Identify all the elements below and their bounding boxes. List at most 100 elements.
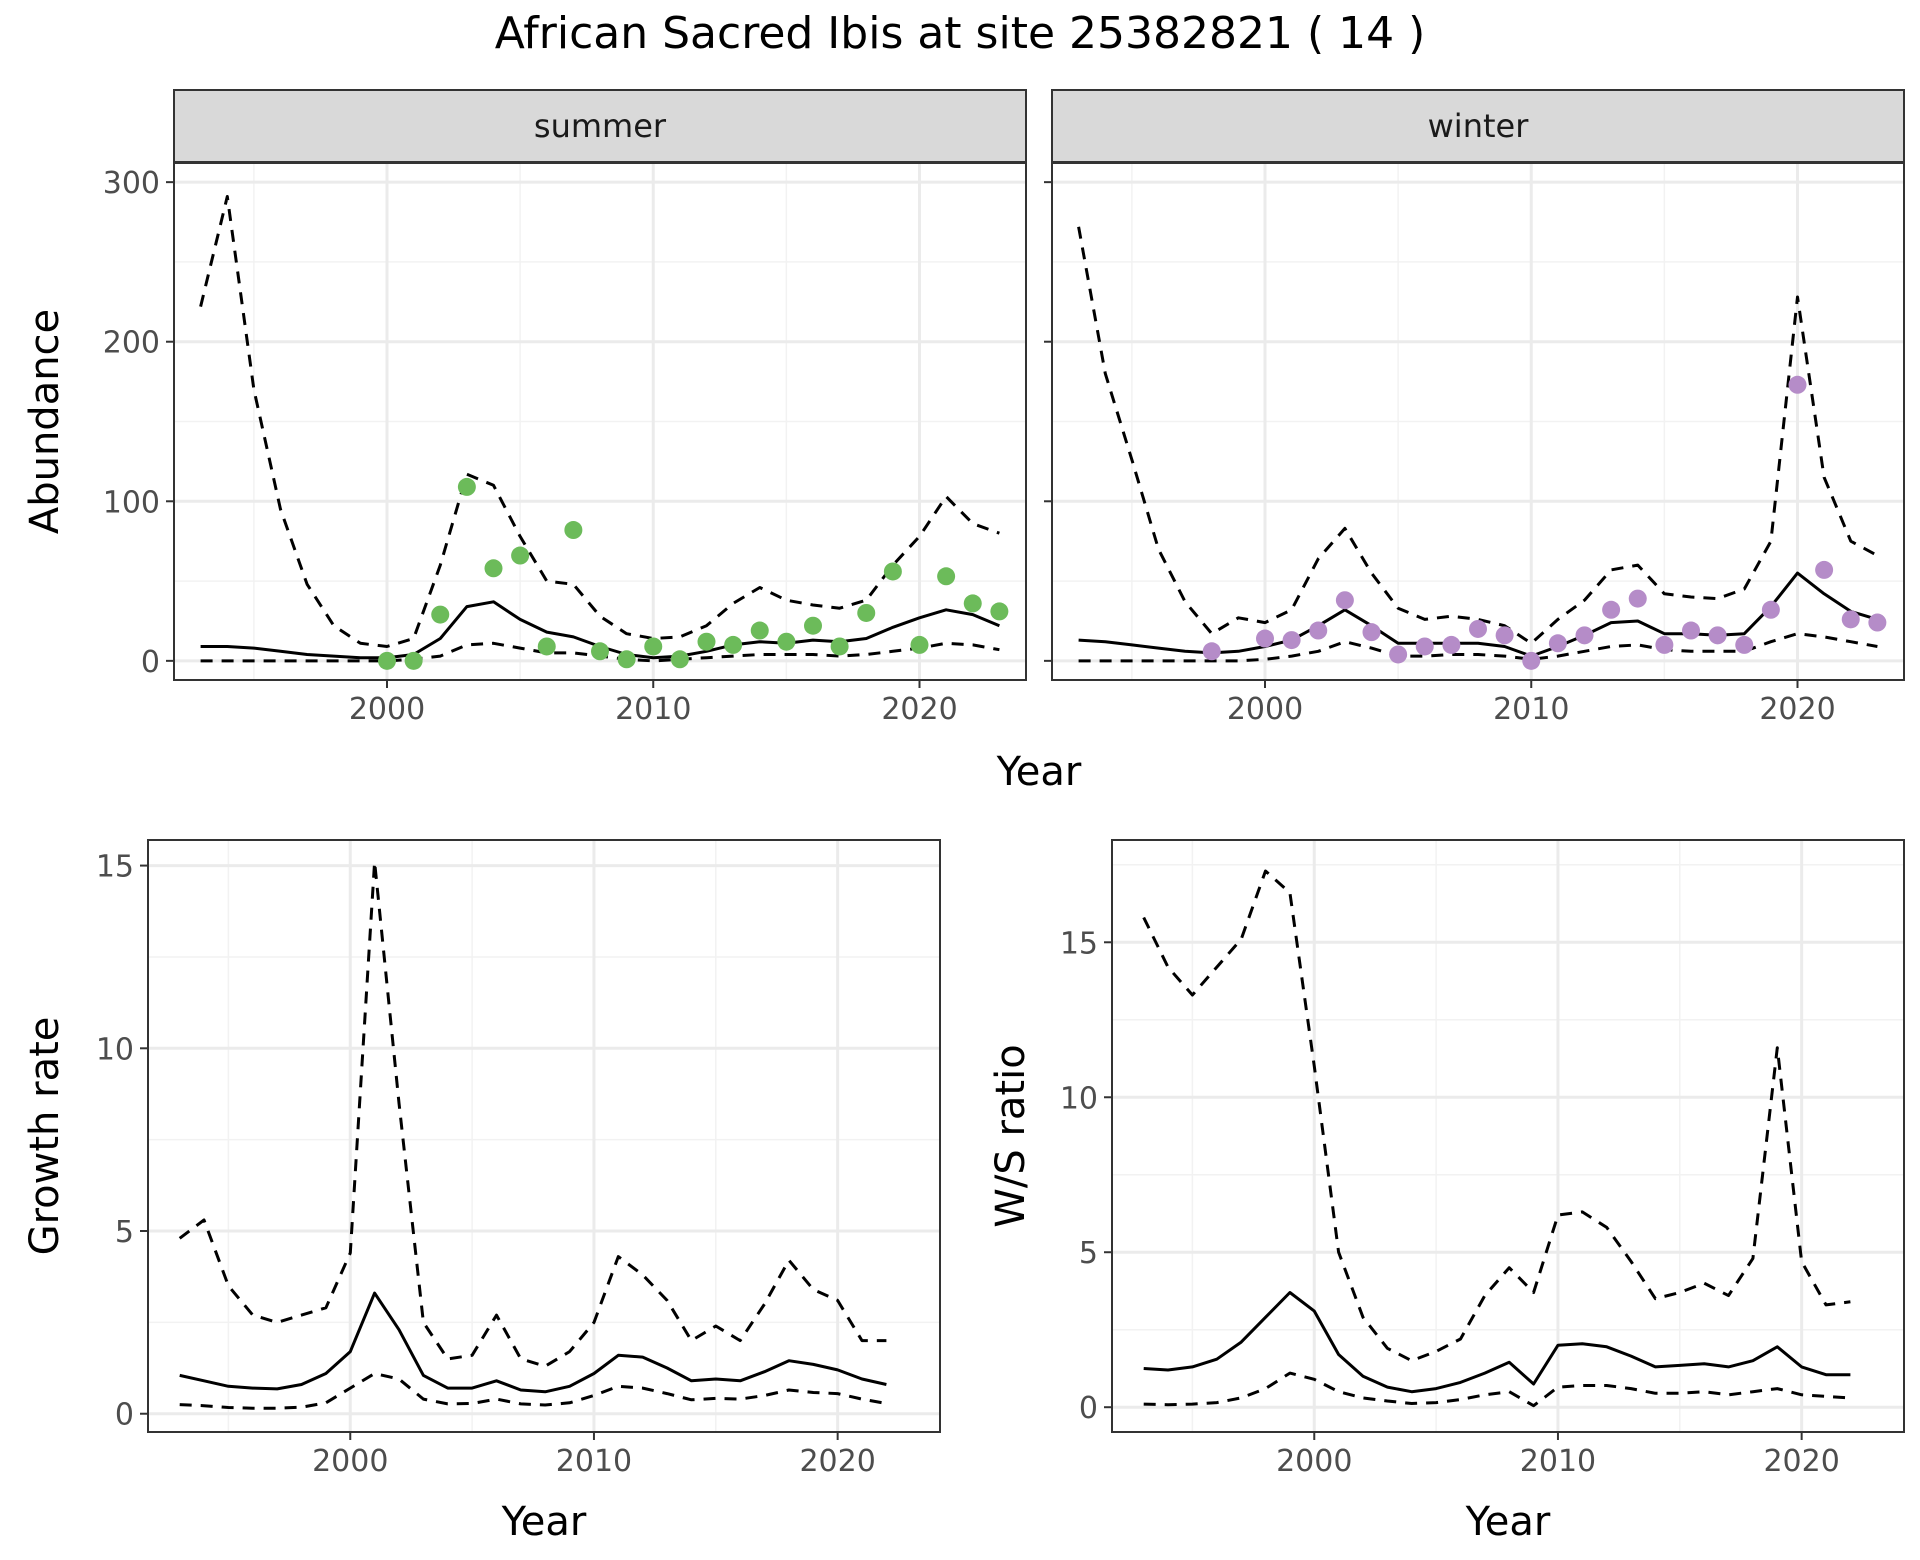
figure-title: African Sacred Ibis at site 25382821 ( 1… bbox=[495, 8, 1426, 59]
data-point bbox=[617, 650, 636, 669]
data-point bbox=[378, 651, 396, 670]
data-point bbox=[1628, 589, 1647, 608]
y-tick-label: 5 bbox=[1079, 1236, 1098, 1271]
x-tick-label: 2010 bbox=[1493, 692, 1569, 727]
data-point bbox=[1309, 621, 1328, 640]
data-point bbox=[484, 559, 503, 578]
x-axis-title: Year bbox=[1465, 1499, 1551, 1545]
y-tick-label: 300 bbox=[103, 166, 160, 201]
data-point bbox=[1602, 600, 1621, 619]
facet-strip bbox=[1051, 89, 1905, 163]
series-line-lower bbox=[179, 1372, 887, 1410]
data-point bbox=[750, 621, 769, 640]
facet-label: summer bbox=[534, 107, 667, 145]
data-point bbox=[1868, 613, 1887, 632]
data-point bbox=[1682, 621, 1700, 640]
x-tick-label: 2020 bbox=[799, 1444, 875, 1479]
panel-abundance_summer: summer 2000 2010 2020 0 100 200 300 Abundance bbox=[22, 89, 1027, 727]
y-axis-title: W/S ratio bbox=[988, 1044, 1034, 1227]
y-tick-label: 10 bbox=[96, 1032, 134, 1067]
x-tick-label: 2000 bbox=[349, 692, 425, 727]
y-tick-label: 0 bbox=[115, 1398, 134, 1433]
data-point bbox=[431, 605, 450, 624]
y-tick-label: 10 bbox=[1060, 1081, 1098, 1116]
x-tick-label: 2000 bbox=[1276, 1444, 1352, 1479]
series-line-mean bbox=[179, 1291, 887, 1394]
data-point bbox=[724, 635, 743, 654]
y-axis-title: Abundance bbox=[22, 309, 68, 534]
data-point bbox=[1815, 560, 1834, 579]
panel-border bbox=[147, 839, 941, 1433]
data-point bbox=[804, 616, 822, 635]
y-tick-label: 0 bbox=[1079, 1391, 1098, 1426]
y-tick-label: 15 bbox=[96, 850, 134, 885]
data-point bbox=[591, 642, 609, 661]
data-point bbox=[564, 521, 583, 540]
data-point bbox=[1575, 626, 1594, 645]
data-point bbox=[1469, 619, 1487, 638]
data-point bbox=[777, 632, 796, 651]
data-point bbox=[990, 602, 1009, 621]
data-point bbox=[830, 637, 849, 656]
data-point bbox=[1202, 642, 1221, 661]
data-point bbox=[1362, 623, 1381, 642]
series-line-lower bbox=[1078, 632, 1878, 663]
data-point bbox=[1522, 651, 1541, 670]
data-point bbox=[1548, 634, 1567, 653]
facet-label: winter bbox=[1428, 107, 1530, 145]
data-point bbox=[1282, 631, 1301, 650]
y-tick-label: 200 bbox=[103, 326, 160, 361]
data-point bbox=[1788, 375, 1807, 394]
data-point bbox=[511, 546, 530, 565]
x-tick-label: 2020 bbox=[881, 692, 957, 727]
y-tick-label: 5 bbox=[115, 1215, 134, 1250]
data-point bbox=[883, 562, 902, 581]
series-line-mean bbox=[1143, 1291, 1851, 1394]
data-point bbox=[1761, 600, 1780, 619]
panel-ws_ratio: 2000 2010 2020 0 5 10 15 W/S ratio Year bbox=[988, 839, 1905, 1545]
data-point bbox=[670, 650, 689, 669]
data-point bbox=[1735, 635, 1754, 654]
data-point bbox=[937, 567, 956, 586]
x-tick-label: 2000 bbox=[312, 1444, 388, 1479]
y-axis-title: Growth rate bbox=[22, 1017, 68, 1256]
data-point bbox=[1415, 637, 1434, 656]
y-tick-label: 0 bbox=[141, 645, 160, 680]
data-point bbox=[457, 477, 476, 496]
data-point bbox=[963, 594, 982, 613]
plot-background bbox=[148, 840, 940, 1432]
data-point bbox=[1442, 635, 1461, 654]
y-tick-label: 15 bbox=[1060, 926, 1098, 961]
series-line-upper bbox=[178, 860, 887, 1368]
data-point bbox=[1655, 635, 1674, 654]
panel-abundance_winter: winter 2000 2010 2020 bbox=[1044, 89, 1905, 727]
facet-strip bbox=[173, 89, 1027, 163]
plot-background bbox=[1112, 840, 1904, 1432]
data-point bbox=[910, 635, 929, 654]
data-point bbox=[1495, 626, 1514, 645]
x-tick-label: 2010 bbox=[1520, 1444, 1596, 1479]
data-point bbox=[644, 637, 663, 656]
data-point bbox=[1256, 629, 1274, 648]
data-point bbox=[1708, 626, 1727, 645]
data-point bbox=[697, 632, 716, 651]
data-point bbox=[1335, 591, 1354, 610]
y-tick-label: 100 bbox=[103, 485, 160, 520]
x-tick-label: 2010 bbox=[556, 1444, 632, 1479]
x-tick-label: 2010 bbox=[615, 692, 691, 727]
x-axis-title: Year bbox=[501, 1499, 587, 1545]
x-tick-label: 2000 bbox=[1227, 692, 1303, 727]
panel-growth_rate: 2000 2010 2020 0 5 10 15 Growth rate Year bbox=[22, 839, 941, 1545]
data-point bbox=[404, 651, 423, 670]
series-line-lower bbox=[1143, 1371, 1851, 1408]
series-line-upper bbox=[1142, 869, 1851, 1363]
x-tick-label: 2020 bbox=[1763, 1444, 1839, 1479]
panel-border bbox=[1111, 839, 1905, 1433]
x-tick-label: 2020 bbox=[1759, 692, 1835, 727]
data-point bbox=[857, 603, 876, 622]
data-point bbox=[537, 637, 556, 656]
data-point bbox=[1841, 610, 1860, 629]
series-line-upper bbox=[1077, 226, 1879, 645]
